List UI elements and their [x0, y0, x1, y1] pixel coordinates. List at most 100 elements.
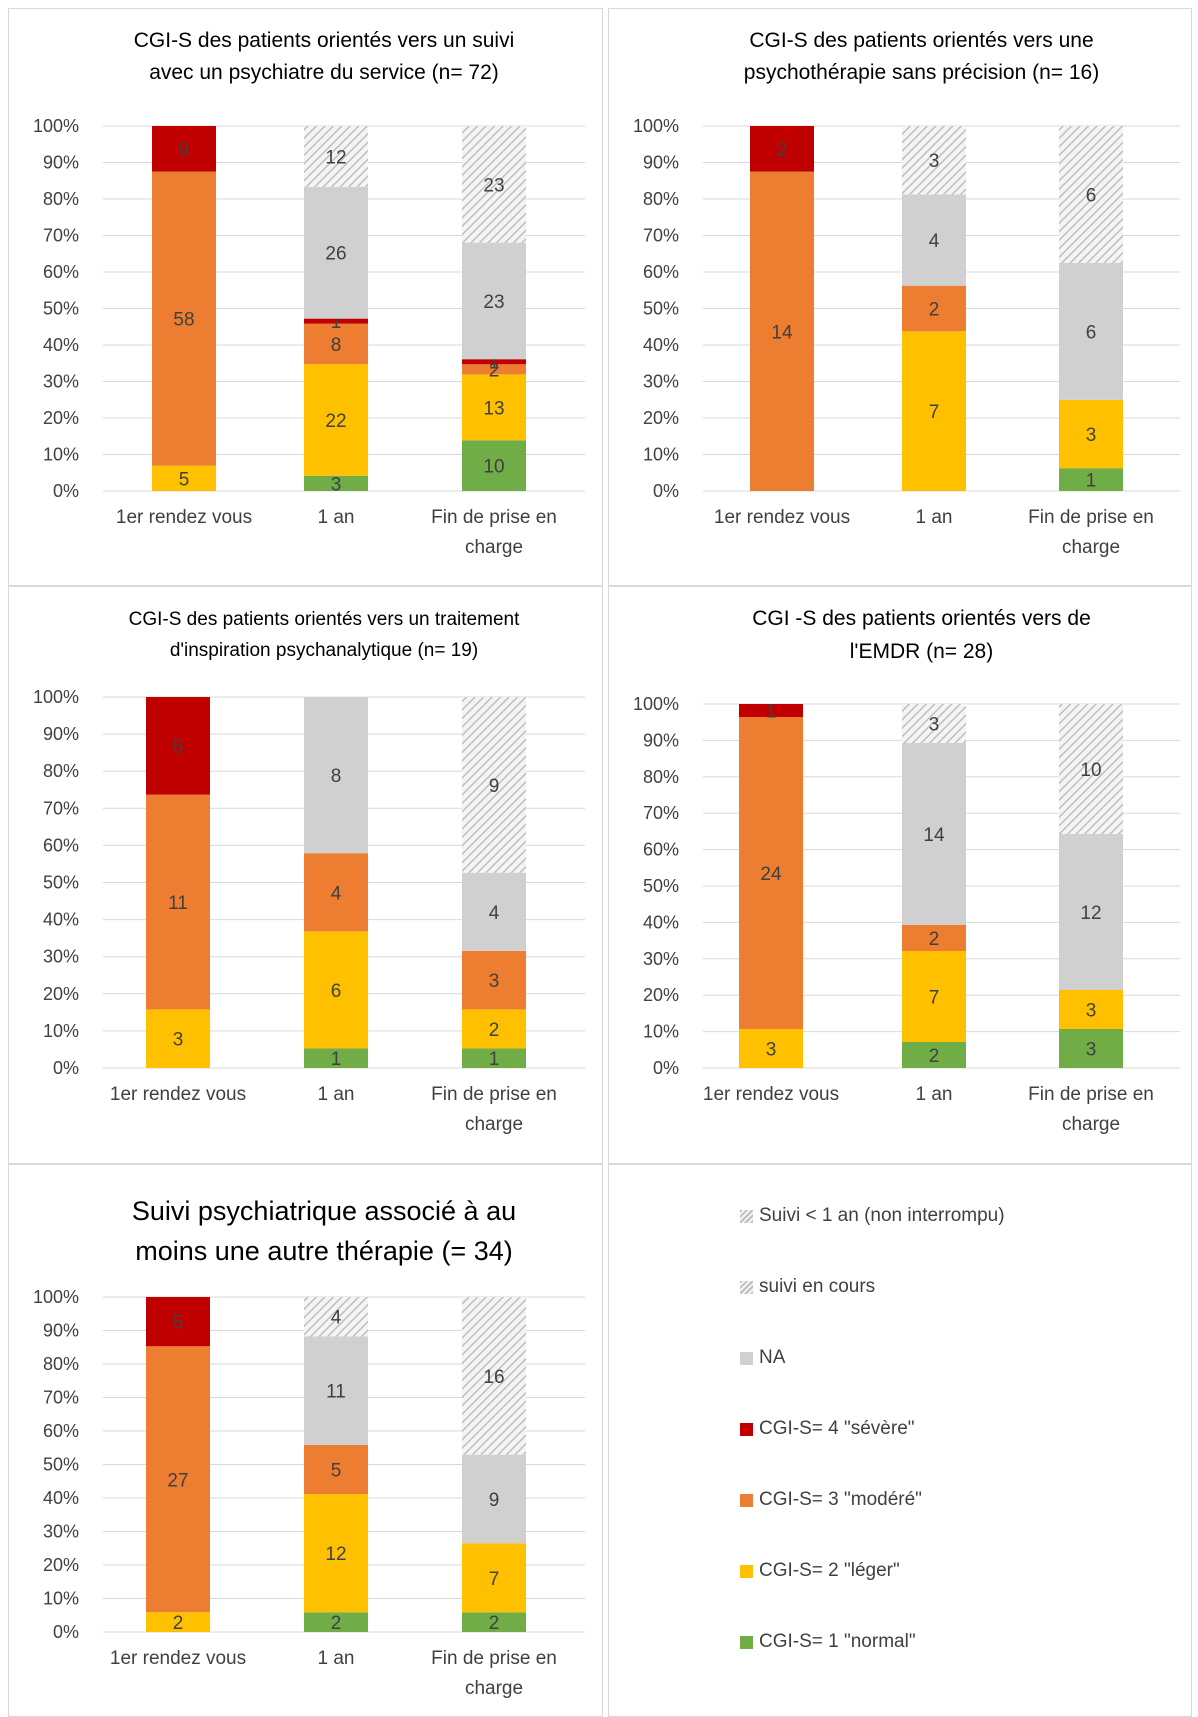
- x-tick-label: Fin de prise en: [431, 507, 557, 528]
- data-label: 10: [483, 457, 504, 478]
- bar-segment-severe: [304, 318, 368, 324]
- data-label: 2: [929, 929, 940, 950]
- legend-label: NA: [759, 1347, 786, 1368]
- data-label: 2: [173, 1613, 184, 1634]
- chart-title-line: CGI-S des patients orientés vers un trai…: [129, 609, 520, 630]
- x-tick-label: 1er rendez vous: [110, 1084, 246, 1105]
- data-label: 2: [929, 300, 940, 321]
- y-tick-label: 60%: [643, 840, 679, 860]
- y-tick-label: 60%: [43, 1421, 79, 1441]
- bar-segment-na: [902, 743, 966, 925]
- y-tick-label: 60%: [643, 262, 679, 282]
- y-tick-label: 10%: [43, 1021, 79, 1041]
- chart-title-line: Suivi psychiatrique associé à au: [132, 1196, 516, 1226]
- y-tick-label: 90%: [643, 730, 679, 750]
- legend-label: suivi en cours: [759, 1276, 876, 1297]
- bar-segment-leger: [1059, 399, 1123, 469]
- bar-segment-modere: [902, 285, 966, 332]
- bar-segment-severe: [152, 126, 216, 172]
- bar-segment-modere: [304, 1444, 368, 1495]
- bar-segment-modere: [304, 853, 368, 932]
- data-label: 4: [489, 903, 500, 924]
- bar-segment-hatch: [462, 1297, 526, 1455]
- bar-segment-na: [462, 1454, 526, 1544]
- y-tick-label: 80%: [643, 767, 679, 787]
- bar-segment-leger: [739, 1029, 803, 1068]
- bar-segment-modere: [739, 717, 803, 1029]
- data-label: 7: [929, 402, 940, 423]
- data-label: 3: [489, 971, 500, 992]
- data-label: 6: [1086, 322, 1097, 343]
- bar-segment-hatch: [902, 704, 966, 743]
- y-tick-label: 40%: [43, 910, 79, 930]
- data-label: 8: [331, 766, 342, 787]
- data-label: 3: [1086, 1001, 1097, 1022]
- data-label: 12: [1080, 903, 1101, 924]
- y-tick-label: 10%: [643, 1022, 679, 1042]
- bar-segment-na: [304, 186, 368, 319]
- y-tick-label: 70%: [643, 803, 679, 823]
- data-label: 11: [168, 893, 188, 914]
- bar-segment-normal: [304, 1612, 368, 1632]
- legend-swatch: [740, 1635, 753, 1649]
- x-tick-label: 1 an: [318, 1084, 355, 1105]
- y-tick-label: 50%: [43, 1455, 79, 1475]
- x-tick-label: 1er rendez vous: [110, 1648, 246, 1669]
- chart-title-line: CGI-S des patients orientés vers un suiv…: [134, 29, 515, 52]
- bar-segment-modere: [304, 323, 368, 365]
- data-label: 1: [489, 353, 500, 374]
- chart-title-line: CGI -S des patients orientés vers de: [752, 607, 1091, 630]
- bar-segment-leger: [304, 1494, 368, 1613]
- y-tick-label: 20%: [43, 1555, 79, 1575]
- data-label: 8: [331, 335, 342, 356]
- legend-label: CGI-S= 1 "normal": [759, 1631, 916, 1652]
- data-label: 4: [331, 1308, 342, 1329]
- y-tick-label: 40%: [43, 1488, 79, 1508]
- y-tick-label: 0%: [53, 481, 79, 501]
- y-tick-label: 30%: [643, 372, 679, 392]
- y-tick-label: 80%: [43, 189, 79, 209]
- data-label: 1: [331, 1049, 342, 1070]
- y-tick-label: 30%: [43, 372, 79, 392]
- y-tick-label: 0%: [653, 481, 679, 501]
- bar-segment-severe: [146, 1297, 210, 1347]
- data-label: 1: [489, 1049, 500, 1070]
- data-label: 16: [483, 1367, 504, 1388]
- data-label: 3: [173, 1030, 184, 1051]
- x-tick-label: 1 an: [318, 1648, 355, 1669]
- chart-title-line: CGI-S des patients orientés vers une: [749, 29, 1093, 52]
- chart-title-line: l'EMDR (n= 28): [850, 640, 993, 663]
- bar-segment-na: [902, 194, 966, 286]
- data-label: 2: [777, 140, 788, 161]
- x-tick-label: Fin de prise en: [1028, 1084, 1154, 1105]
- y-tick-label: 70%: [43, 1388, 79, 1408]
- data-label: 3: [766, 1040, 777, 1061]
- y-tick-label: 50%: [643, 299, 679, 319]
- data-label: 3: [1086, 425, 1097, 446]
- legend-swatch: [740, 1564, 753, 1578]
- data-label: 10: [1080, 760, 1101, 781]
- bar-segment-normal: [304, 475, 368, 491]
- data-label: 24: [760, 864, 782, 885]
- data-label: 12: [325, 1544, 346, 1565]
- bar-segment-leger: [462, 374, 526, 441]
- chart-title-line: moins une autre thérapie (= 34): [135, 1236, 512, 1266]
- chart-title-line: d'inspiration psychanalytique (n= 19): [170, 640, 478, 661]
- bar-segment-leger: [902, 951, 966, 1042]
- x-tick-label: charge: [465, 1114, 523, 1135]
- data-label: 14: [771, 322, 793, 343]
- data-label: 9: [489, 776, 500, 797]
- y-tick-label: 10%: [43, 445, 79, 465]
- bar-segment-modere: [462, 364, 526, 375]
- y-tick-label: 70%: [43, 798, 79, 818]
- data-label: 5: [331, 1460, 342, 1481]
- y-tick-label: 20%: [43, 984, 79, 1004]
- bar-segment-modere: [146, 794, 210, 1010]
- data-label: 26: [325, 244, 346, 265]
- chart-4: CGI -S des patients orientés vers de l'EM…: [633, 607, 1180, 1135]
- y-tick-label: 70%: [643, 226, 679, 246]
- data-label: 1: [331, 312, 342, 333]
- bar-segment-na: [462, 872, 526, 951]
- y-tick-label: 20%: [643, 408, 679, 428]
- bar-segment-leger: [304, 931, 368, 1049]
